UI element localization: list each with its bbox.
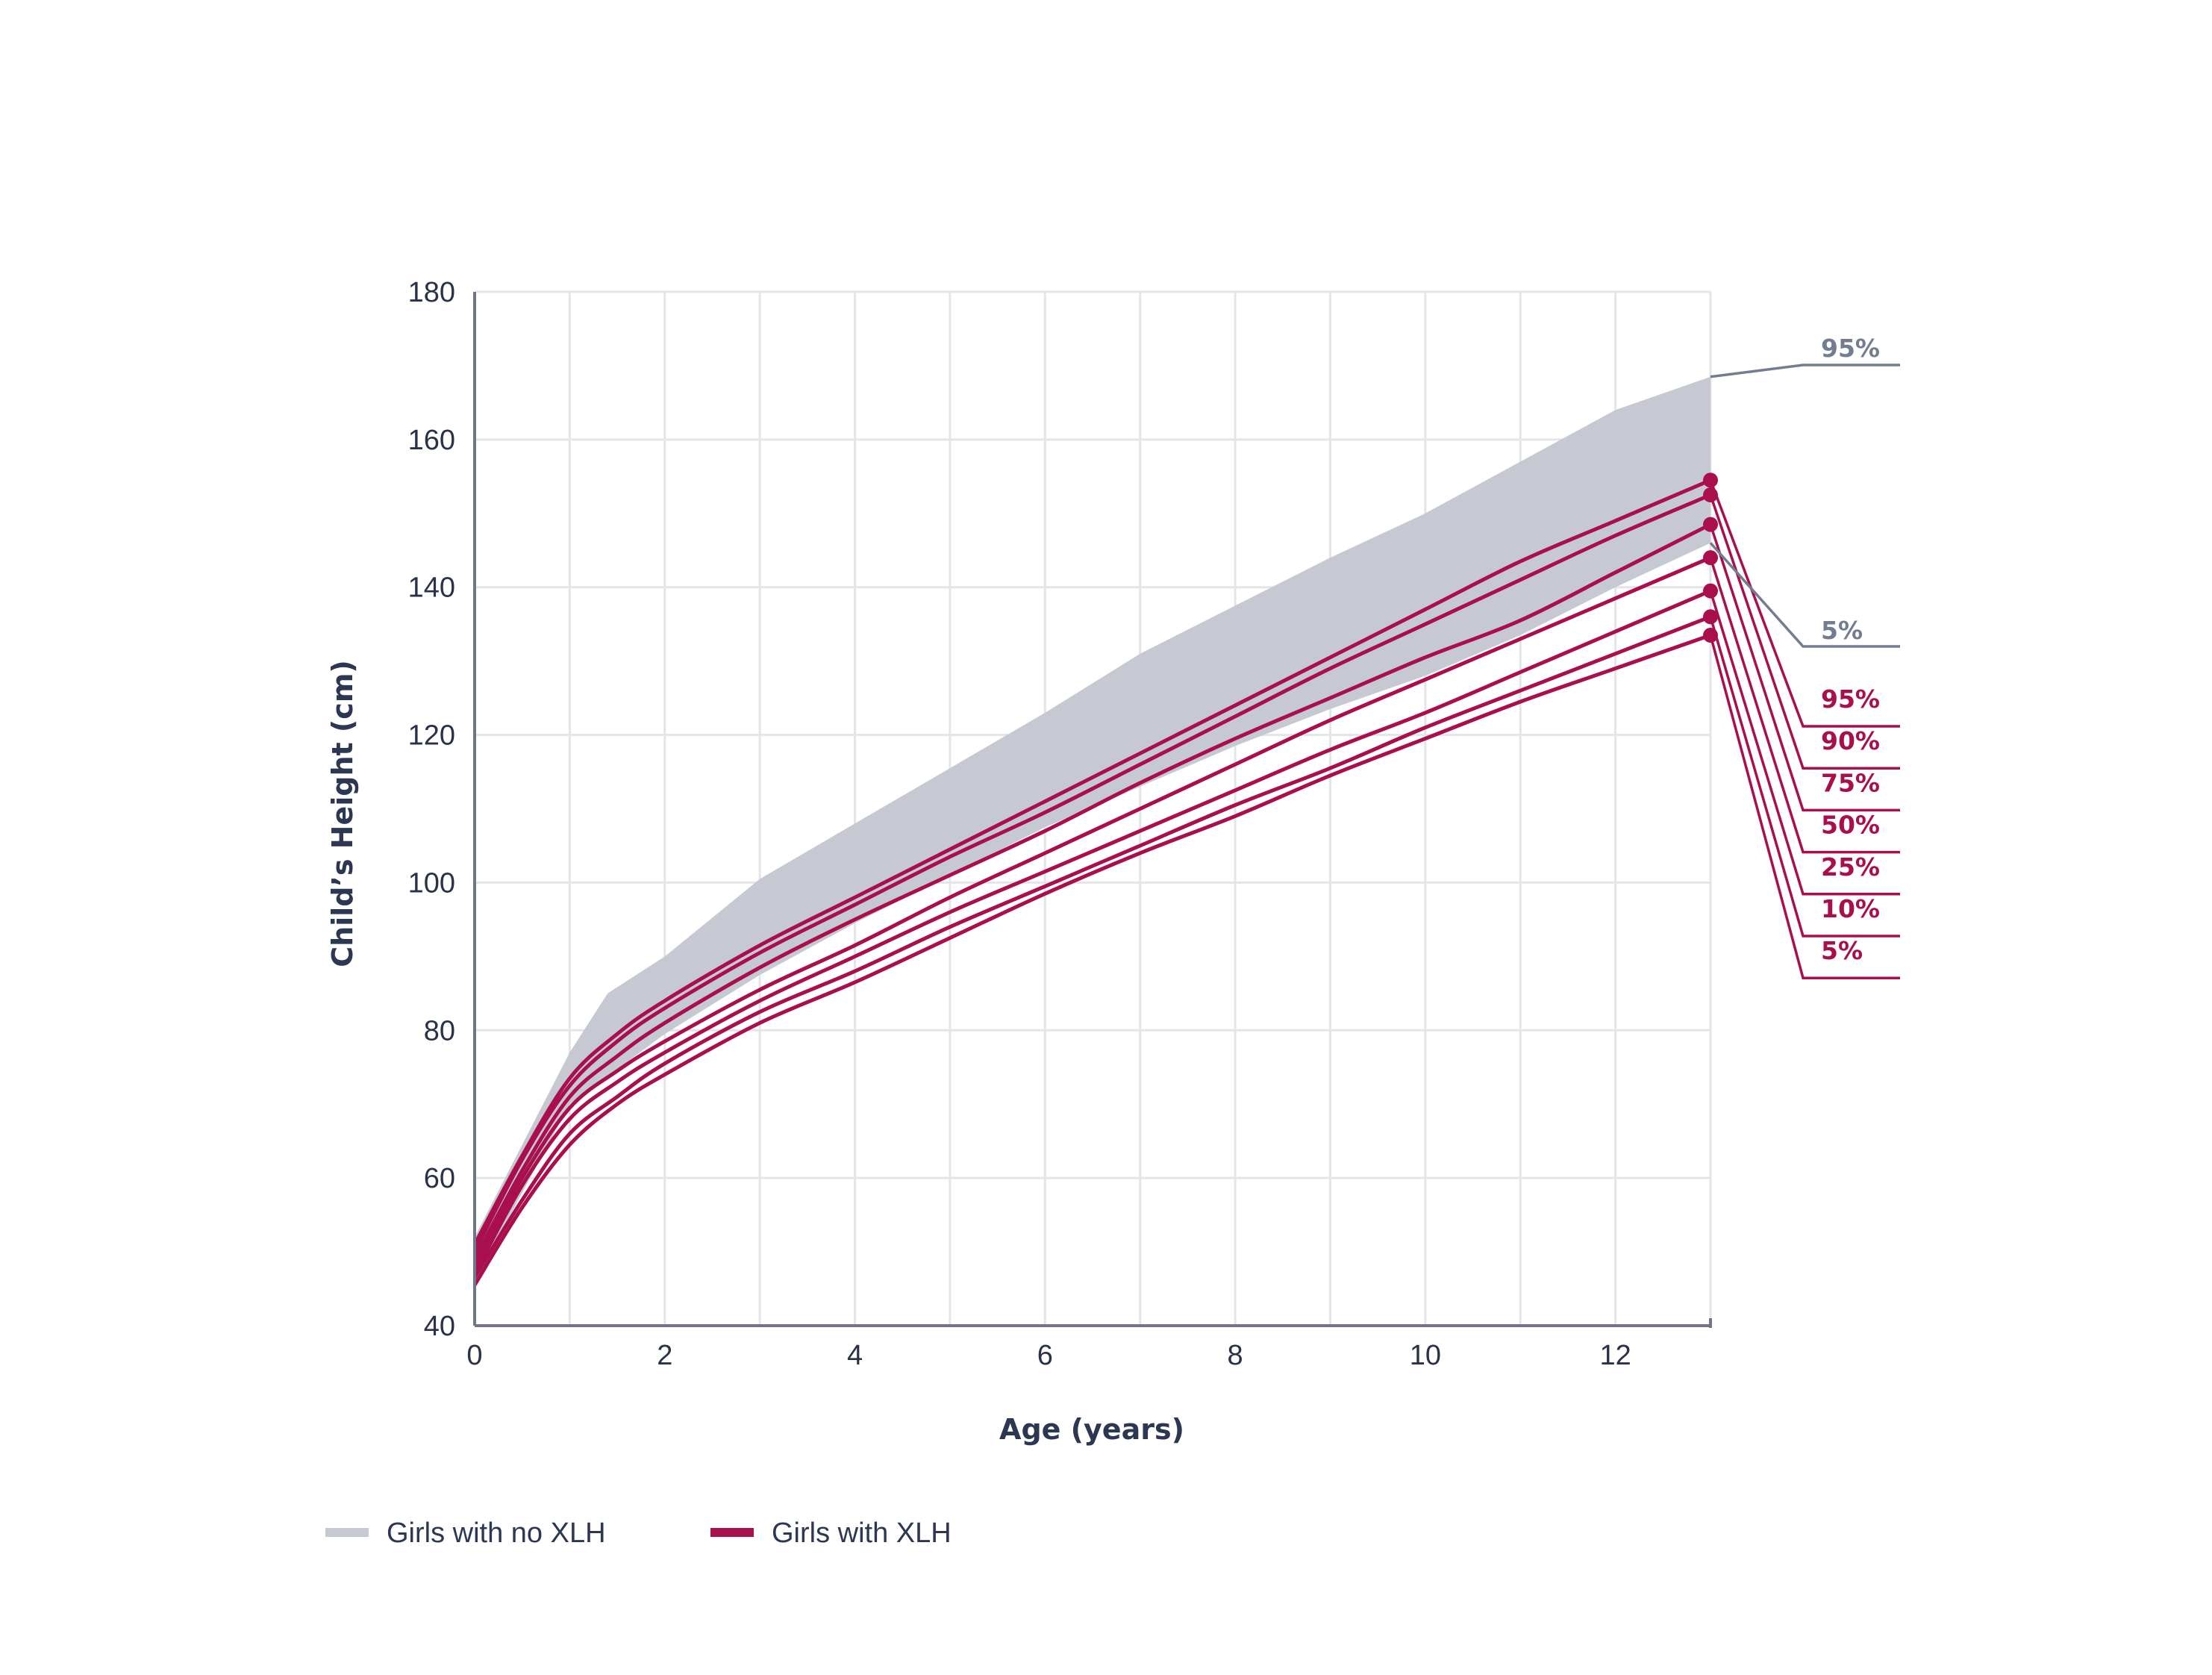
no-xlh-lower-leader bbox=[1709, 542, 1900, 648]
x-tick-label: 12 bbox=[1599, 1340, 1631, 1371]
xlh-line-50pct bbox=[472, 555, 1711, 1268]
xlh-label-10pct: 10% bbox=[1821, 894, 1880, 923]
y-tick-label: 120 bbox=[408, 720, 455, 752]
xlh-label-75pct: 75% bbox=[1821, 768, 1880, 797]
x-tick-label: 2 bbox=[657, 1340, 672, 1371]
no-xlh-label-lower: 5% bbox=[1821, 616, 1863, 645]
y-tick-label: 180 bbox=[408, 277, 455, 308]
xlh-line-25pct bbox=[472, 589, 1711, 1275]
axes bbox=[473, 292, 1712, 1328]
y-tick-label: 80 bbox=[424, 1015, 455, 1047]
legend-swatch-xlh bbox=[710, 1528, 754, 1537]
xlh-leader-line bbox=[1709, 634, 1900, 979]
legend-swatch-no-xlh bbox=[325, 1528, 369, 1537]
y-tick-labels: 40 60 80 100 120 140 160 180 bbox=[408, 277, 455, 1342]
y-axis-title: Child’s Height (cm) bbox=[326, 660, 359, 967]
xlh-leader-line bbox=[1709, 616, 1900, 938]
legend-label-no-xlh: Girls with no XLH bbox=[387, 1518, 606, 1549]
y-tick-label: 140 bbox=[408, 573, 455, 604]
x-tick-label: 10 bbox=[1410, 1340, 1441, 1371]
x-tick-label: 8 bbox=[1228, 1340, 1243, 1371]
y-tick-label: 60 bbox=[424, 1163, 455, 1194]
x-tick-label: 0 bbox=[466, 1340, 482, 1371]
no-xlh-reference-band bbox=[475, 376, 1710, 1282]
xlh-leader-line bbox=[1709, 590, 1900, 896]
xlh-label-50pct: 50% bbox=[1821, 811, 1880, 840]
no-xlh-label-upper: 95% bbox=[1821, 334, 1880, 363]
x-tick-label: 4 bbox=[847, 1340, 863, 1371]
xlh-percentile-lines bbox=[472, 472, 1718, 1286]
x-tick-labels: 0 2 4 6 8 10 12 bbox=[466, 1340, 1631, 1371]
xlh-leader-line bbox=[1709, 557, 1900, 854]
xlh-leader-line bbox=[1709, 524, 1900, 812]
xlh-line-10pct bbox=[472, 614, 1711, 1279]
xlh-leader-line bbox=[1709, 494, 1900, 770]
xlh-line-90pct bbox=[472, 493, 1711, 1253]
x-tick-label: 6 bbox=[1037, 1340, 1053, 1371]
xlh-line-95pct bbox=[472, 478, 1711, 1246]
xlh-line-5pct bbox=[472, 633, 1711, 1286]
y-tick-label: 160 bbox=[408, 425, 455, 456]
xlh-label-25pct: 25% bbox=[1821, 852, 1880, 882]
xlh-line-75pct bbox=[472, 523, 1712, 1261]
percentile-labels: 95% 90% 75% 50% 25% 10% 5% 95% 5% bbox=[1709, 334, 1900, 979]
x-axis-title: Age (years) bbox=[999, 1413, 1184, 1446]
no-xlh-upper-leader bbox=[1710, 364, 1900, 378]
xlh-label-5pct: 5% bbox=[1821, 936, 1863, 965]
y-tick-label: 100 bbox=[408, 867, 455, 899]
y-tick-label: 40 bbox=[424, 1311, 455, 1342]
xlh-label-90pct: 90% bbox=[1821, 726, 1880, 755]
xlh-leader-line bbox=[1709, 479, 1900, 728]
xlh-label-95pct: 95% bbox=[1821, 684, 1880, 714]
legend: Girls with no XLH Girls with XLH bbox=[325, 1518, 952, 1549]
legend-label-xlh: Girls with XLH bbox=[772, 1518, 952, 1549]
